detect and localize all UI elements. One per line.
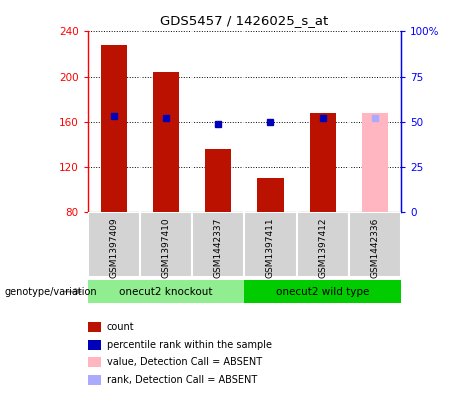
Bar: [310, 113, 336, 212]
Bar: [153, 72, 179, 212]
Text: value, Detection Call = ABSENT: value, Detection Call = ABSENT: [107, 357, 262, 367]
Title: GDS5457 / 1426025_s_at: GDS5457 / 1426025_s_at: [160, 15, 328, 28]
Text: GSM1442337: GSM1442337: [214, 217, 223, 278]
Text: count: count: [107, 322, 135, 332]
Bar: [100, 45, 127, 212]
Bar: [349, 212, 401, 277]
Bar: [296, 212, 349, 277]
Bar: [257, 178, 284, 212]
Text: onecut2 knockout: onecut2 knockout: [119, 286, 213, 297]
Text: rank, Detection Call = ABSENT: rank, Detection Call = ABSENT: [107, 375, 257, 385]
Text: GSM1397412: GSM1397412: [318, 217, 327, 278]
Text: onecut2 wild type: onecut2 wild type: [276, 286, 369, 297]
Bar: [88, 280, 244, 303]
Bar: [88, 212, 140, 277]
Text: percentile rank within the sample: percentile rank within the sample: [107, 340, 272, 350]
Bar: [140, 212, 192, 277]
Text: GSM1442336: GSM1442336: [371, 217, 379, 278]
Text: GSM1397411: GSM1397411: [266, 217, 275, 278]
Bar: [205, 149, 231, 212]
Bar: [362, 113, 388, 212]
Text: genotype/variation: genotype/variation: [5, 286, 97, 297]
Text: GSM1397409: GSM1397409: [109, 217, 118, 278]
Bar: [244, 280, 401, 303]
Bar: [192, 212, 244, 277]
Text: GSM1397410: GSM1397410: [161, 217, 171, 278]
Bar: [244, 212, 296, 277]
